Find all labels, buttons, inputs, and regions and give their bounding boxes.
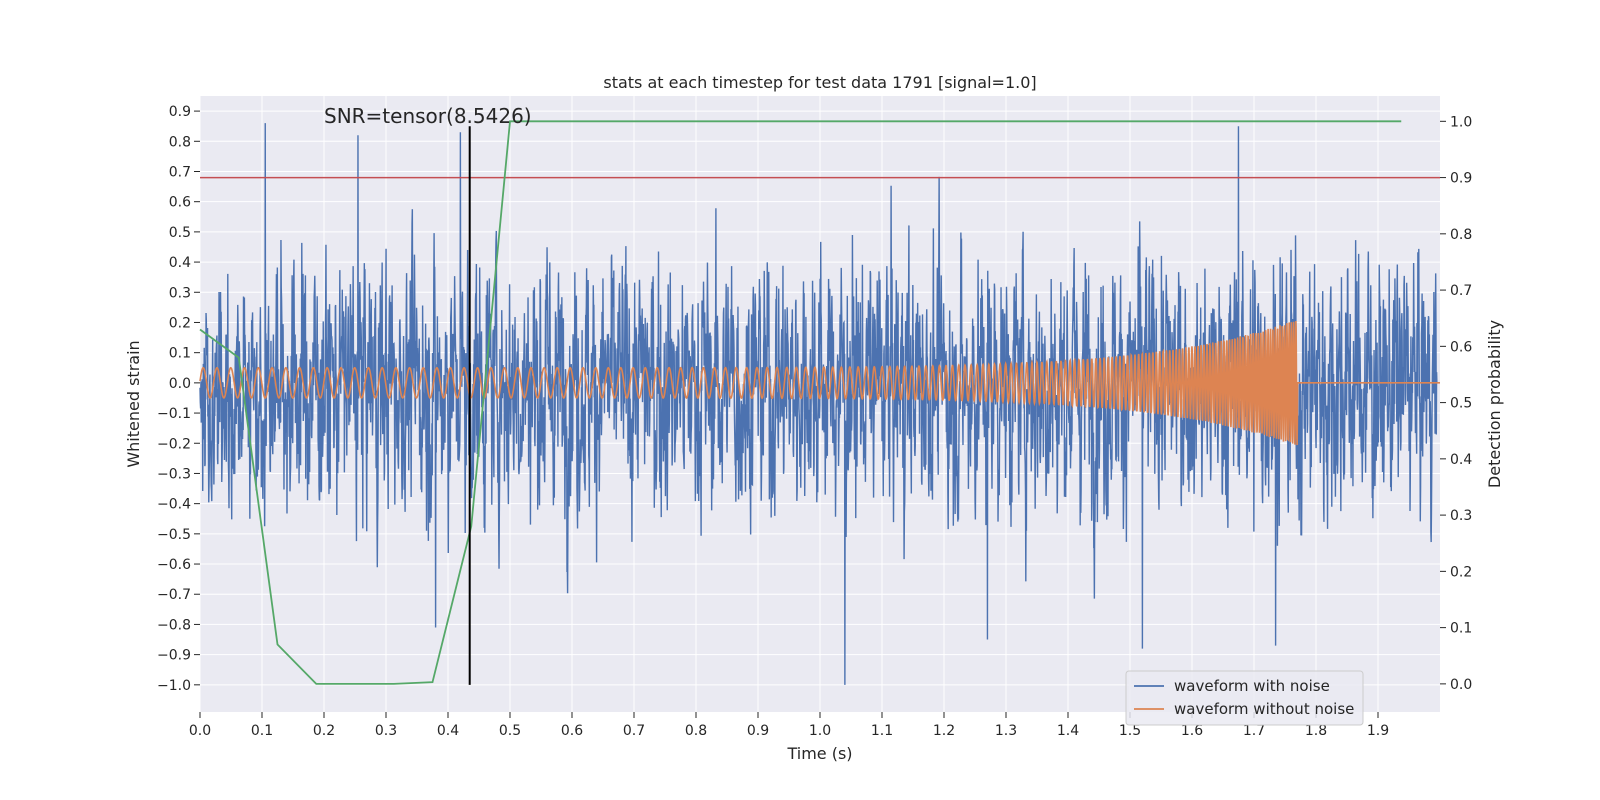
y-tick-label: −0.7: [157, 587, 191, 603]
y2-tick-label: 0.7: [1450, 283, 1472, 299]
x-tick-label: 0.4: [437, 723, 459, 739]
y-tick-label: 0.6: [169, 195, 191, 211]
x-tick-label: 1.2: [933, 723, 955, 739]
y-tick-label: −0.9: [157, 648, 191, 664]
legend-label-noise: waveform with noise: [1174, 677, 1330, 695]
y2-tick-label: 0.5: [1450, 396, 1472, 412]
x-tick-label: 0.7: [623, 723, 645, 739]
x-tick-label: 1.1: [871, 723, 893, 739]
y-tick-label: −0.6: [157, 557, 191, 573]
x-tick-label: 0.8: [685, 723, 707, 739]
x-tick-label: 1.5: [1119, 723, 1141, 739]
y2-tick-label: 0.9: [1450, 171, 1472, 187]
y2-tick-label: 0.6: [1450, 339, 1472, 355]
y-tick-label: −0.2: [157, 436, 191, 452]
snr-annotation: SNR=tensor(8.5426): [324, 104, 532, 128]
legend: waveform with noise waveform without noi…: [1125, 670, 1364, 726]
x-tick-label: 1.6: [1181, 723, 1203, 739]
y-tick-label: −1.0: [157, 678, 191, 694]
y-tick-label: 0.2: [169, 315, 191, 331]
y-tick-label: −0.5: [157, 527, 191, 543]
legend-box: [1125, 670, 1364, 726]
clean-waveform-line: [199, 320, 1440, 446]
y2-tick-label: 0.3: [1450, 508, 1472, 524]
y2-tick-label: 0.8: [1450, 227, 1472, 243]
y-tick-label: 0.1: [169, 346, 191, 362]
detection-probability-line: [199, 120, 1402, 685]
x-tick-label: 1.3: [995, 723, 1017, 739]
y-tick-label: 0.8: [169, 134, 191, 150]
legend-label-clean: waveform without noise: [1174, 700, 1354, 718]
y-tick-label: −0.3: [157, 466, 191, 482]
y-tick-label: 0.4: [169, 255, 191, 271]
x-tick-label: 1.7: [1243, 723, 1265, 739]
x-tick-label: 1.4: [1057, 723, 1079, 739]
x-tick-label: 1.8: [1305, 723, 1327, 739]
series-waveform-without-noise: [199, 320, 1440, 446]
y-tick-label: 0.5: [169, 225, 191, 241]
y-axis-label: Whitened strain: [124, 340, 143, 467]
x-tick-label: 0.0: [189, 723, 211, 739]
x-axis-label: Time (s): [786, 744, 852, 763]
x-tick-label: 0.5: [499, 723, 521, 739]
y2-tick-label: 0.4: [1450, 452, 1472, 468]
axes: 0.9 0.8 0.7 0.6 0.5 0.4 0.3 0.2 0.1 0.0 −0.1 −0.2 −0…: [157, 104, 1472, 739]
y2-tick-label: 0.2: [1450, 564, 1472, 580]
x-tick-label: 1.0: [809, 723, 831, 739]
y-tick-label: −0.1: [157, 406, 191, 422]
y-tick-label: 0.3: [169, 285, 191, 301]
y-tick-label: −0.8: [157, 617, 191, 633]
y-tick-label: 0.9: [169, 104, 191, 120]
y-tick-label: −0.4: [157, 497, 191, 513]
y2-tick-label: 0.1: [1450, 621, 1472, 637]
overlays: [199, 120, 1440, 685]
x-tick-label: 0.6: [561, 723, 583, 739]
y2-tick-label: 0.0: [1450, 677, 1472, 693]
y-tick-label: 0.7: [169, 164, 191, 180]
y-tick-label: 0.0: [169, 376, 191, 392]
y2-tick-label: 1.0: [1450, 114, 1472, 130]
chart-title: stats at each timestep for test data 179…: [603, 73, 1036, 92]
y2-axis-label: Detection probability: [1485, 320, 1504, 488]
x-tick-label: 0.9: [747, 723, 769, 739]
x-tick-label: 0.2: [313, 723, 335, 739]
x-tick-label: 1.9: [1367, 723, 1389, 739]
x-tick-label: 0.1: [251, 723, 273, 739]
x-tick-label: 0.3: [375, 723, 397, 739]
